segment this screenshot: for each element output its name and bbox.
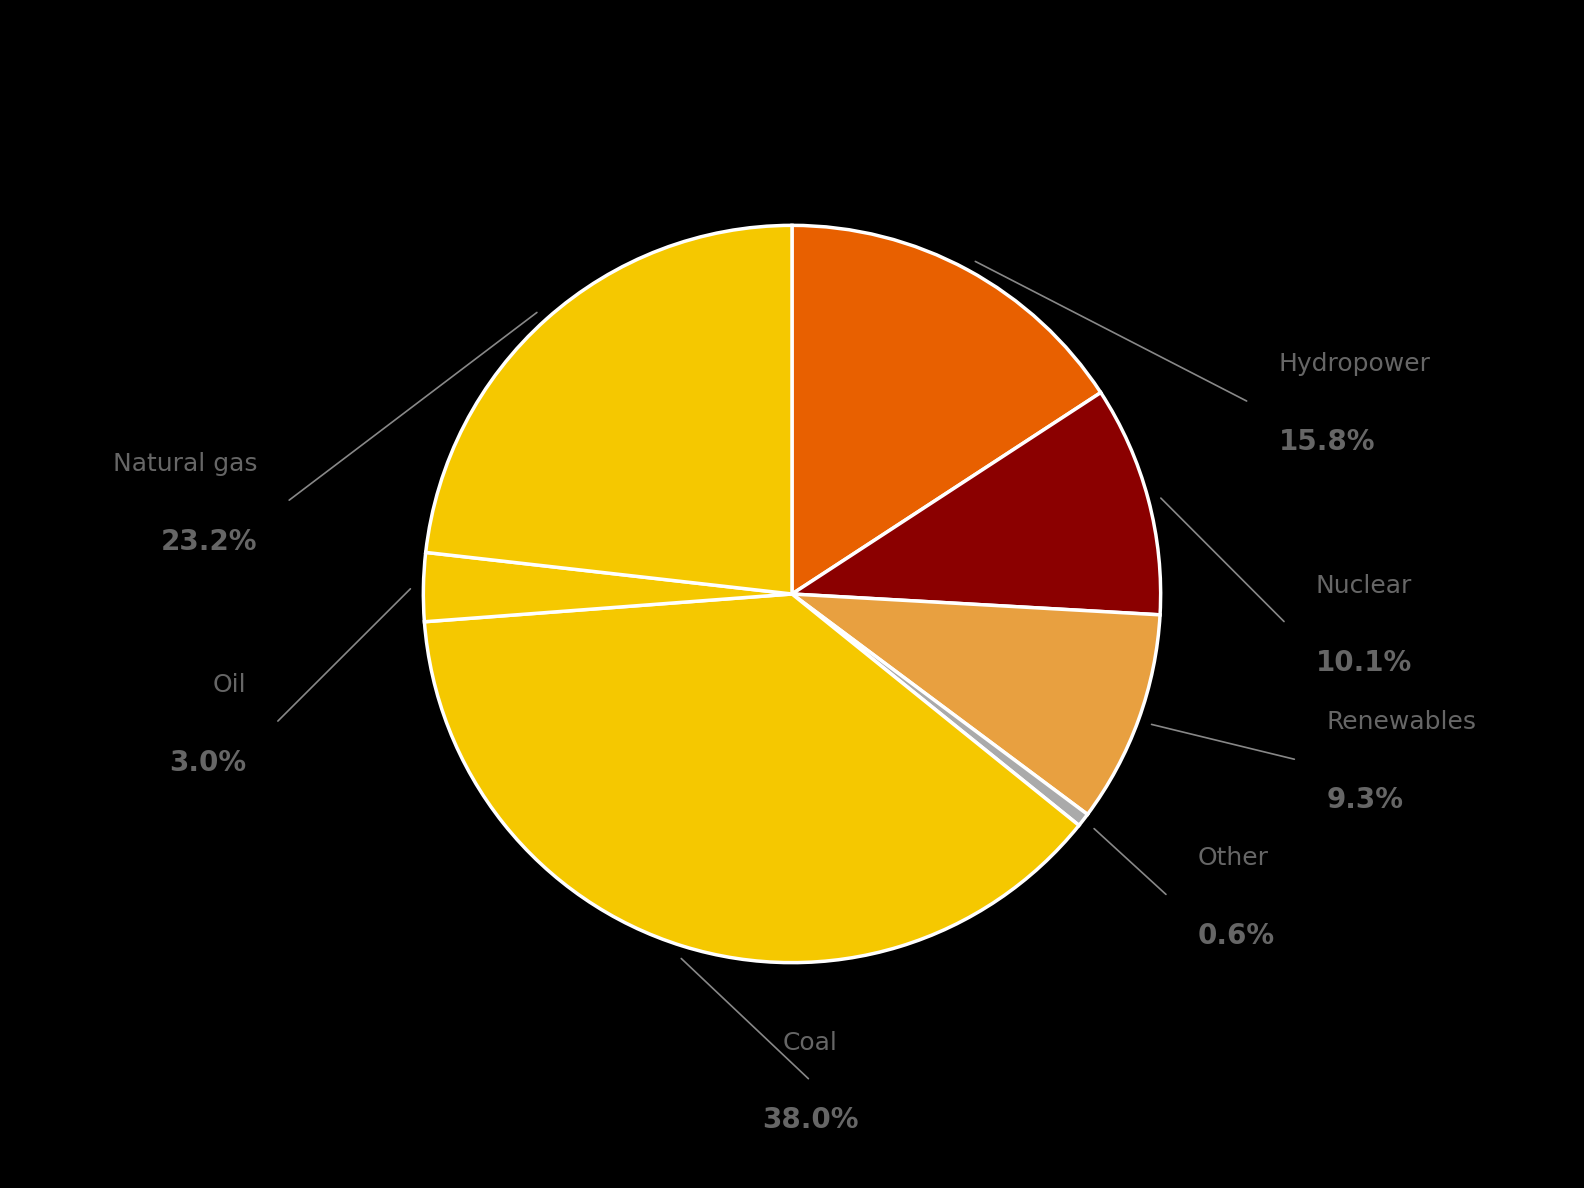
Text: Coal: Coal (782, 1031, 838, 1055)
Text: 10.1%: 10.1% (1315, 650, 1411, 677)
Text: 38.0%: 38.0% (762, 1106, 859, 1135)
Text: Renewables: Renewables (1326, 710, 1476, 734)
Wedge shape (792, 594, 1088, 826)
Text: Natural gas: Natural gas (112, 451, 258, 476)
Wedge shape (423, 552, 792, 621)
Wedge shape (425, 594, 1079, 962)
Text: Oil: Oil (212, 674, 247, 697)
Text: 23.2%: 23.2% (162, 527, 258, 556)
Wedge shape (426, 226, 792, 594)
Text: 15.8%: 15.8% (1278, 428, 1375, 456)
Text: Other: Other (1198, 847, 1269, 871)
Text: 3.0%: 3.0% (169, 748, 247, 777)
Wedge shape (792, 226, 1101, 594)
Wedge shape (792, 392, 1161, 615)
Text: Hydropower: Hydropower (1278, 353, 1430, 377)
Text: 9.3%: 9.3% (1326, 785, 1403, 814)
Text: 0.6%: 0.6% (1198, 922, 1275, 950)
Wedge shape (792, 594, 1159, 815)
Text: Nuclear: Nuclear (1315, 574, 1411, 598)
